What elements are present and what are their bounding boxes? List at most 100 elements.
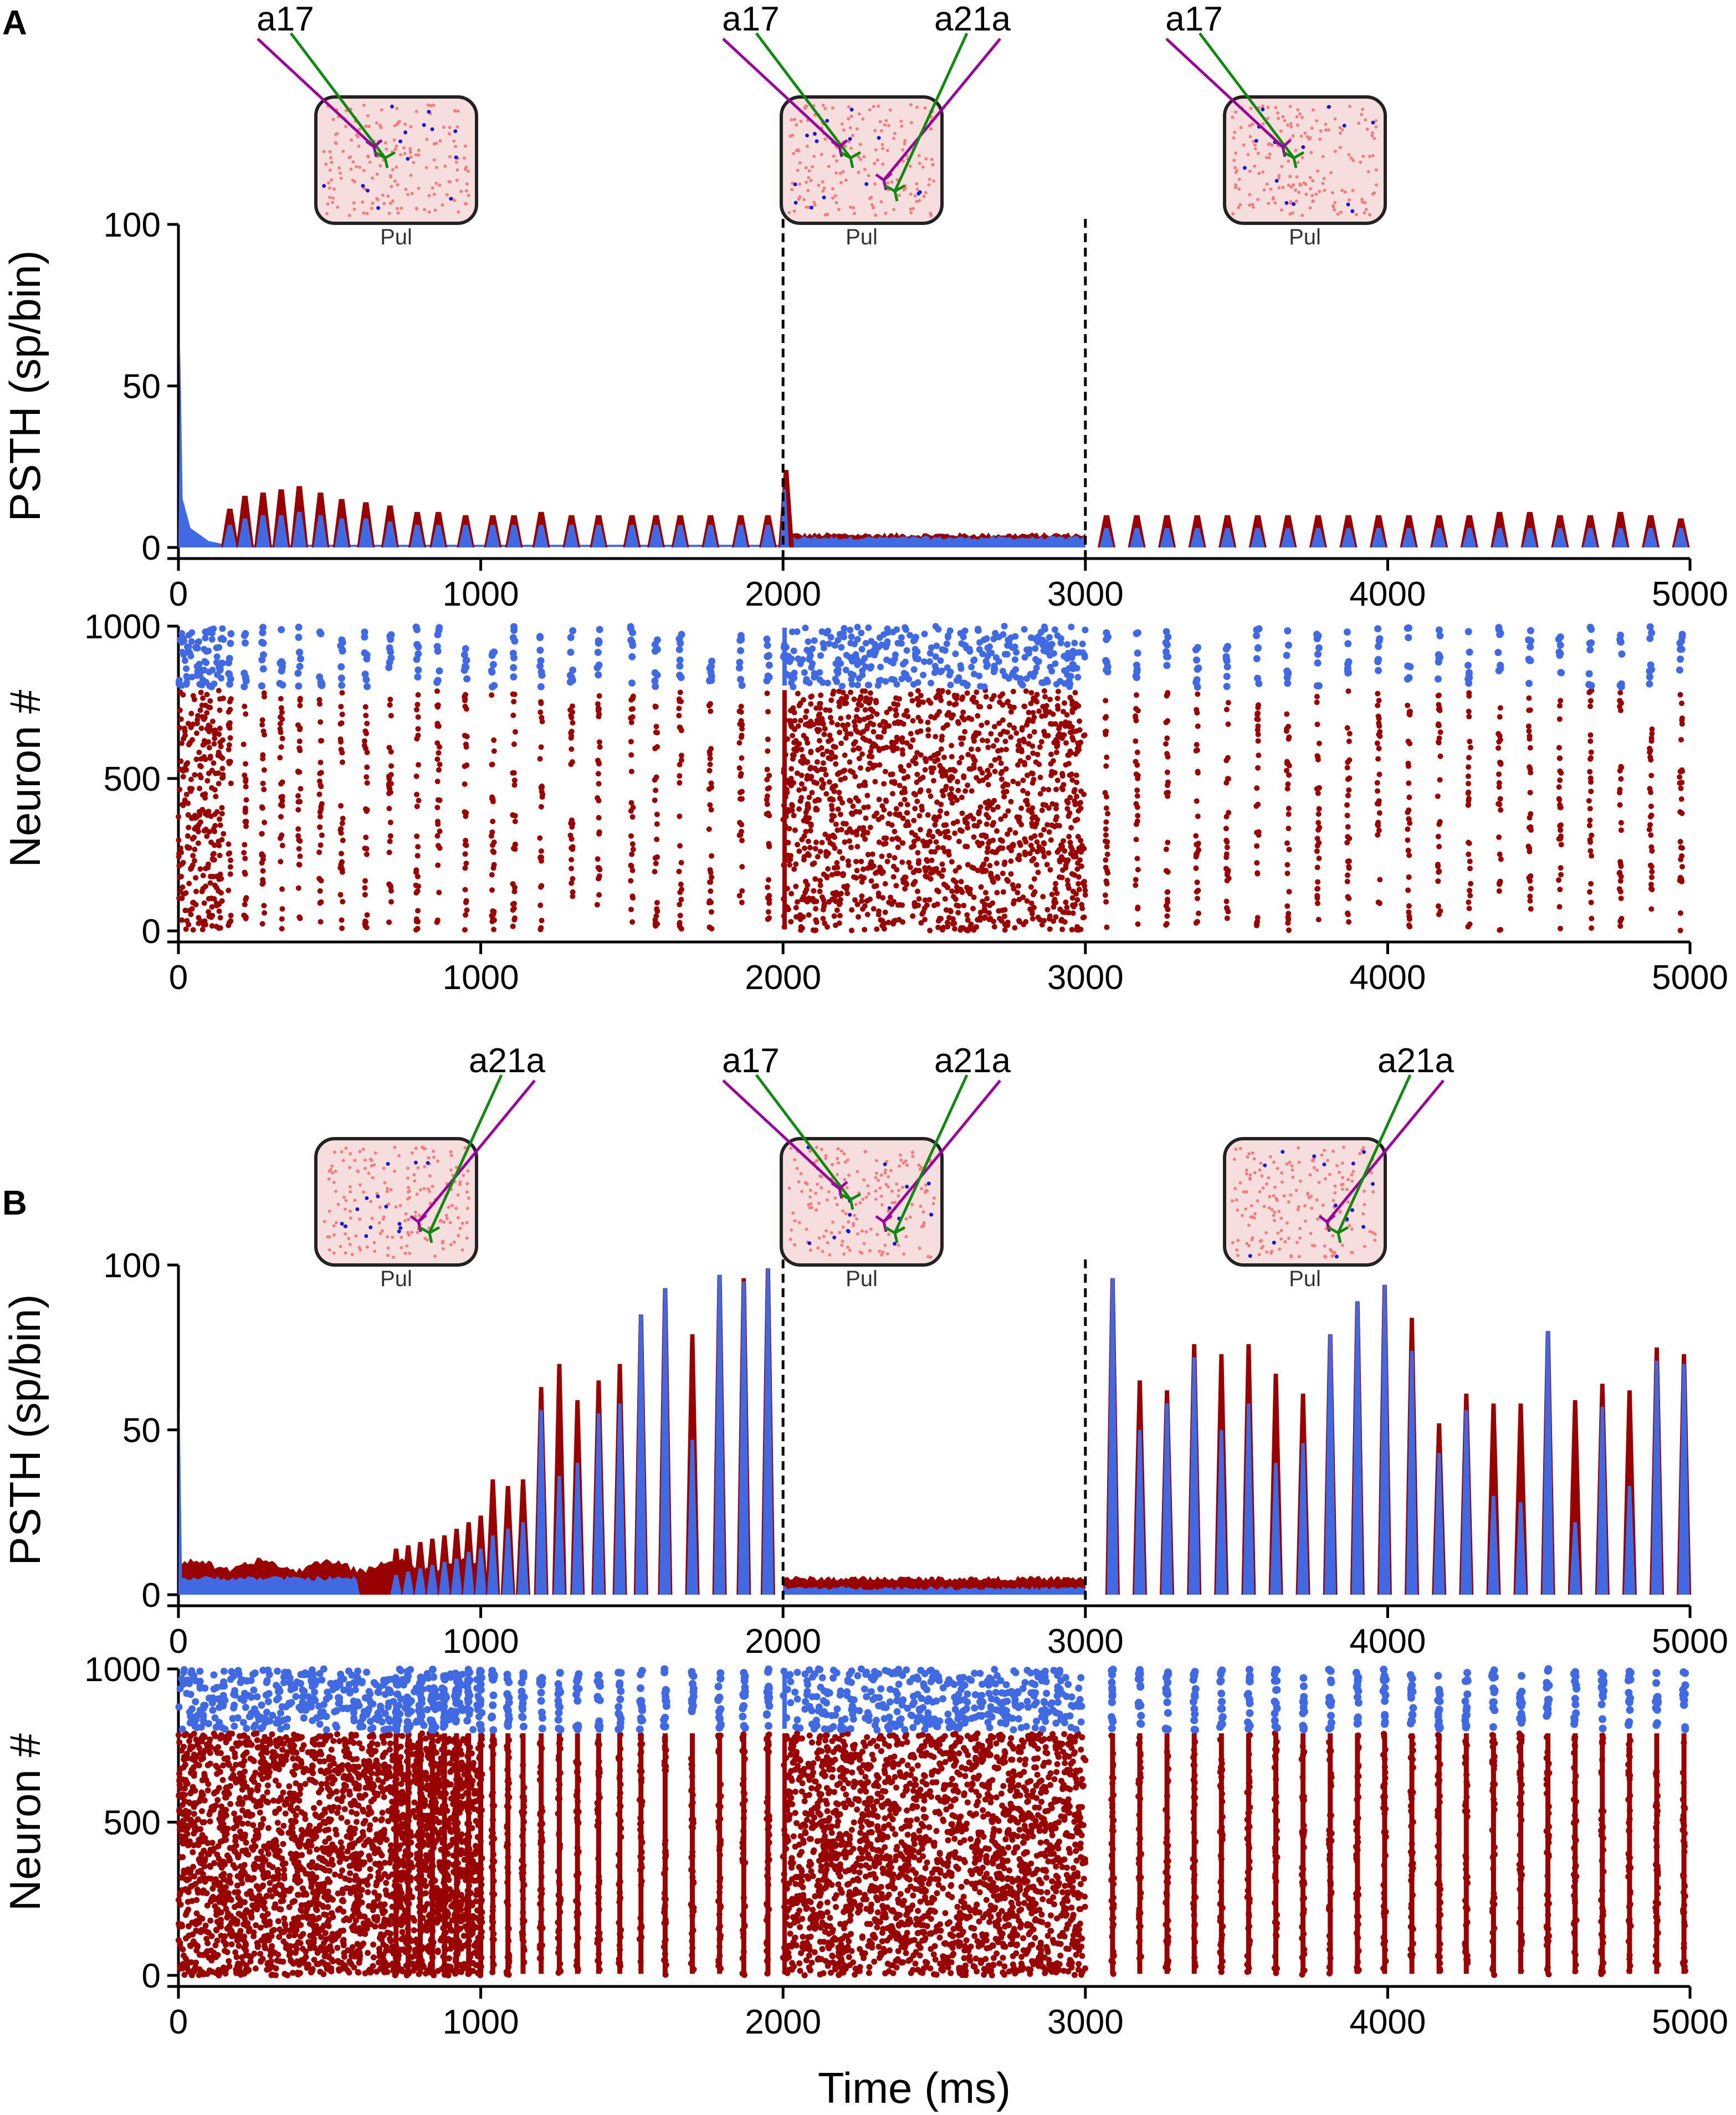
raster-spike-excitatory [1065, 857, 1071, 863]
raster-spike-excitatory [830, 797, 836, 803]
raster-spike-excitatory [873, 698, 879, 704]
x-tick-label: 0 [169, 575, 188, 613]
raster-burst-inhibitory [593, 664, 601, 672]
raster-spike-inhibitory [196, 680, 203, 688]
raster-spike-excitatory [1002, 927, 1008, 933]
raster-burst-excitatory [414, 791, 419, 797]
raster-spike-excitatory [900, 751, 906, 757]
raster-spike-excitatory [190, 693, 196, 699]
raster-burst-excitatory [1496, 745, 1502, 751]
raster-spike-excitatory [908, 744, 914, 750]
raster-burst-excitatory [652, 777, 658, 783]
raster-spike-excitatory [996, 915, 1002, 921]
raster-spike-inhibitory [1013, 674, 1020, 681]
raster-spike-excitatory [827, 840, 833, 846]
raster-spike-excitatory [992, 769, 998, 775]
pulvinar-dot [1305, 135, 1309, 139]
raster-spike-excitatory [193, 756, 199, 762]
raster-burst-excitatory [1103, 714, 1109, 720]
psth-burst-inhibitory [649, 525, 663, 547]
raster-spike-excitatory [984, 805, 990, 811]
psth-burst-inhibitory [1099, 528, 1114, 547]
raster-burst-excitatory [653, 787, 659, 793]
raster-spike-excitatory [987, 838, 993, 844]
raster-spike-excitatory [1028, 884, 1034, 890]
raster-spike-excitatory [1078, 788, 1084, 794]
raster-spike-excitatory [218, 744, 224, 750]
raster-spike-excitatory [791, 866, 797, 872]
raster-spike-excitatory [961, 903, 967, 909]
raster-burst-excitatory [1163, 846, 1169, 852]
raster-burst-excitatory [654, 900, 660, 906]
raster-spike-excitatory [1028, 835, 1034, 841]
pulvinar-dot-blue [1371, 120, 1375, 125]
raster-spike-excitatory [909, 844, 914, 850]
raster-burst-excitatory [262, 910, 268, 916]
raster-spike-excitatory [865, 766, 871, 772]
raster-burst-excitatory [1436, 843, 1442, 849]
raster-spike-excitatory [1047, 926, 1053, 932]
raster-burst-excitatory [1527, 898, 1533, 904]
raster-spike-inhibitory [903, 647, 910, 654]
raster-spike-excitatory [805, 838, 811, 844]
raster-burst-excitatory [1466, 709, 1472, 714]
raster-spike-excitatory [882, 909, 888, 915]
pulvinar-label: Pul [1289, 225, 1321, 249]
raster-spike-inhibitory [935, 626, 942, 633]
raster-burst-excitatory [362, 885, 368, 891]
pulvinar-dot [351, 178, 355, 182]
pulvinar-dot [915, 182, 919, 186]
raster-burst-excitatory [708, 869, 714, 875]
raster-spike-excitatory [985, 767, 991, 774]
raster-spike-excitatory [950, 921, 956, 927]
pulvinar-dot [848, 126, 852, 130]
raster-burst-excitatory [629, 851, 635, 857]
raster-spike-excitatory [1026, 709, 1032, 715]
x-tick-label: 4000 [1349, 2003, 1426, 2041]
raster-spike-excitatory [910, 718, 916, 724]
raster-burst-inhibitory [1224, 643, 1231, 651]
raster-spike-excitatory [197, 785, 203, 791]
raster-spike-excitatory [211, 851, 217, 857]
raster-burst-excitatory [243, 761, 249, 767]
raster-spike-excitatory [817, 888, 823, 894]
raster-spike-excitatory [199, 792, 206, 798]
raster-burst-excitatory [1224, 878, 1230, 884]
raster-spike-excitatory [946, 852, 952, 858]
raster-burst-inhibitory [1375, 667, 1382, 674]
raster-spike-excitatory [217, 822, 223, 828]
raster-spike-excitatory [839, 800, 846, 806]
raster-burst-inhibitory [536, 647, 544, 654]
raster-spike-excitatory [216, 843, 222, 849]
raster-burst-excitatory [260, 780, 266, 786]
raster-spike-excitatory [1033, 862, 1039, 868]
raster-burst-excitatory [596, 781, 602, 787]
raster-spike-excitatory [988, 731, 994, 737]
pulvinar-dot [1303, 131, 1307, 135]
raster-spike-excitatory [197, 707, 203, 713]
raster-spike-excitatory [190, 1849, 196, 1856]
raster-burst-excitatory [569, 857, 575, 863]
raster-burst-excitatory [363, 834, 369, 841]
raster-burst-inhibitory [1646, 623, 1654, 631]
pulvinar-dot [417, 187, 421, 190]
raster-burst-excitatory [1284, 870, 1291, 877]
raster-spike-inhibitory [1017, 679, 1025, 687]
raster-spike-excitatory [180, 774, 186, 780]
raster-spike-excitatory [910, 913, 916, 919]
raster-spike-inhibitory [183, 679, 190, 686]
raster-burst-inhibitory [737, 647, 745, 654]
raster-spike-excitatory [934, 901, 940, 907]
raster-burst-excitatory [736, 708, 742, 714]
raster-spike-excitatory [1029, 908, 1035, 914]
raster-burst-inhibitory [489, 660, 497, 668]
pulvinar-dot [434, 141, 438, 145]
raster-spike-excitatory [194, 730, 199, 736]
raster-burst-excitatory [709, 784, 715, 790]
raster-spike-excitatory [1004, 699, 1010, 705]
raster-burst-inhibitory [628, 679, 636, 687]
pulvinar-dot [910, 121, 913, 125]
raster-spike-excitatory [381, 1794, 387, 1800]
pulvinar-dot [1289, 199, 1293, 203]
raster-burst-excitatory [364, 764, 370, 770]
